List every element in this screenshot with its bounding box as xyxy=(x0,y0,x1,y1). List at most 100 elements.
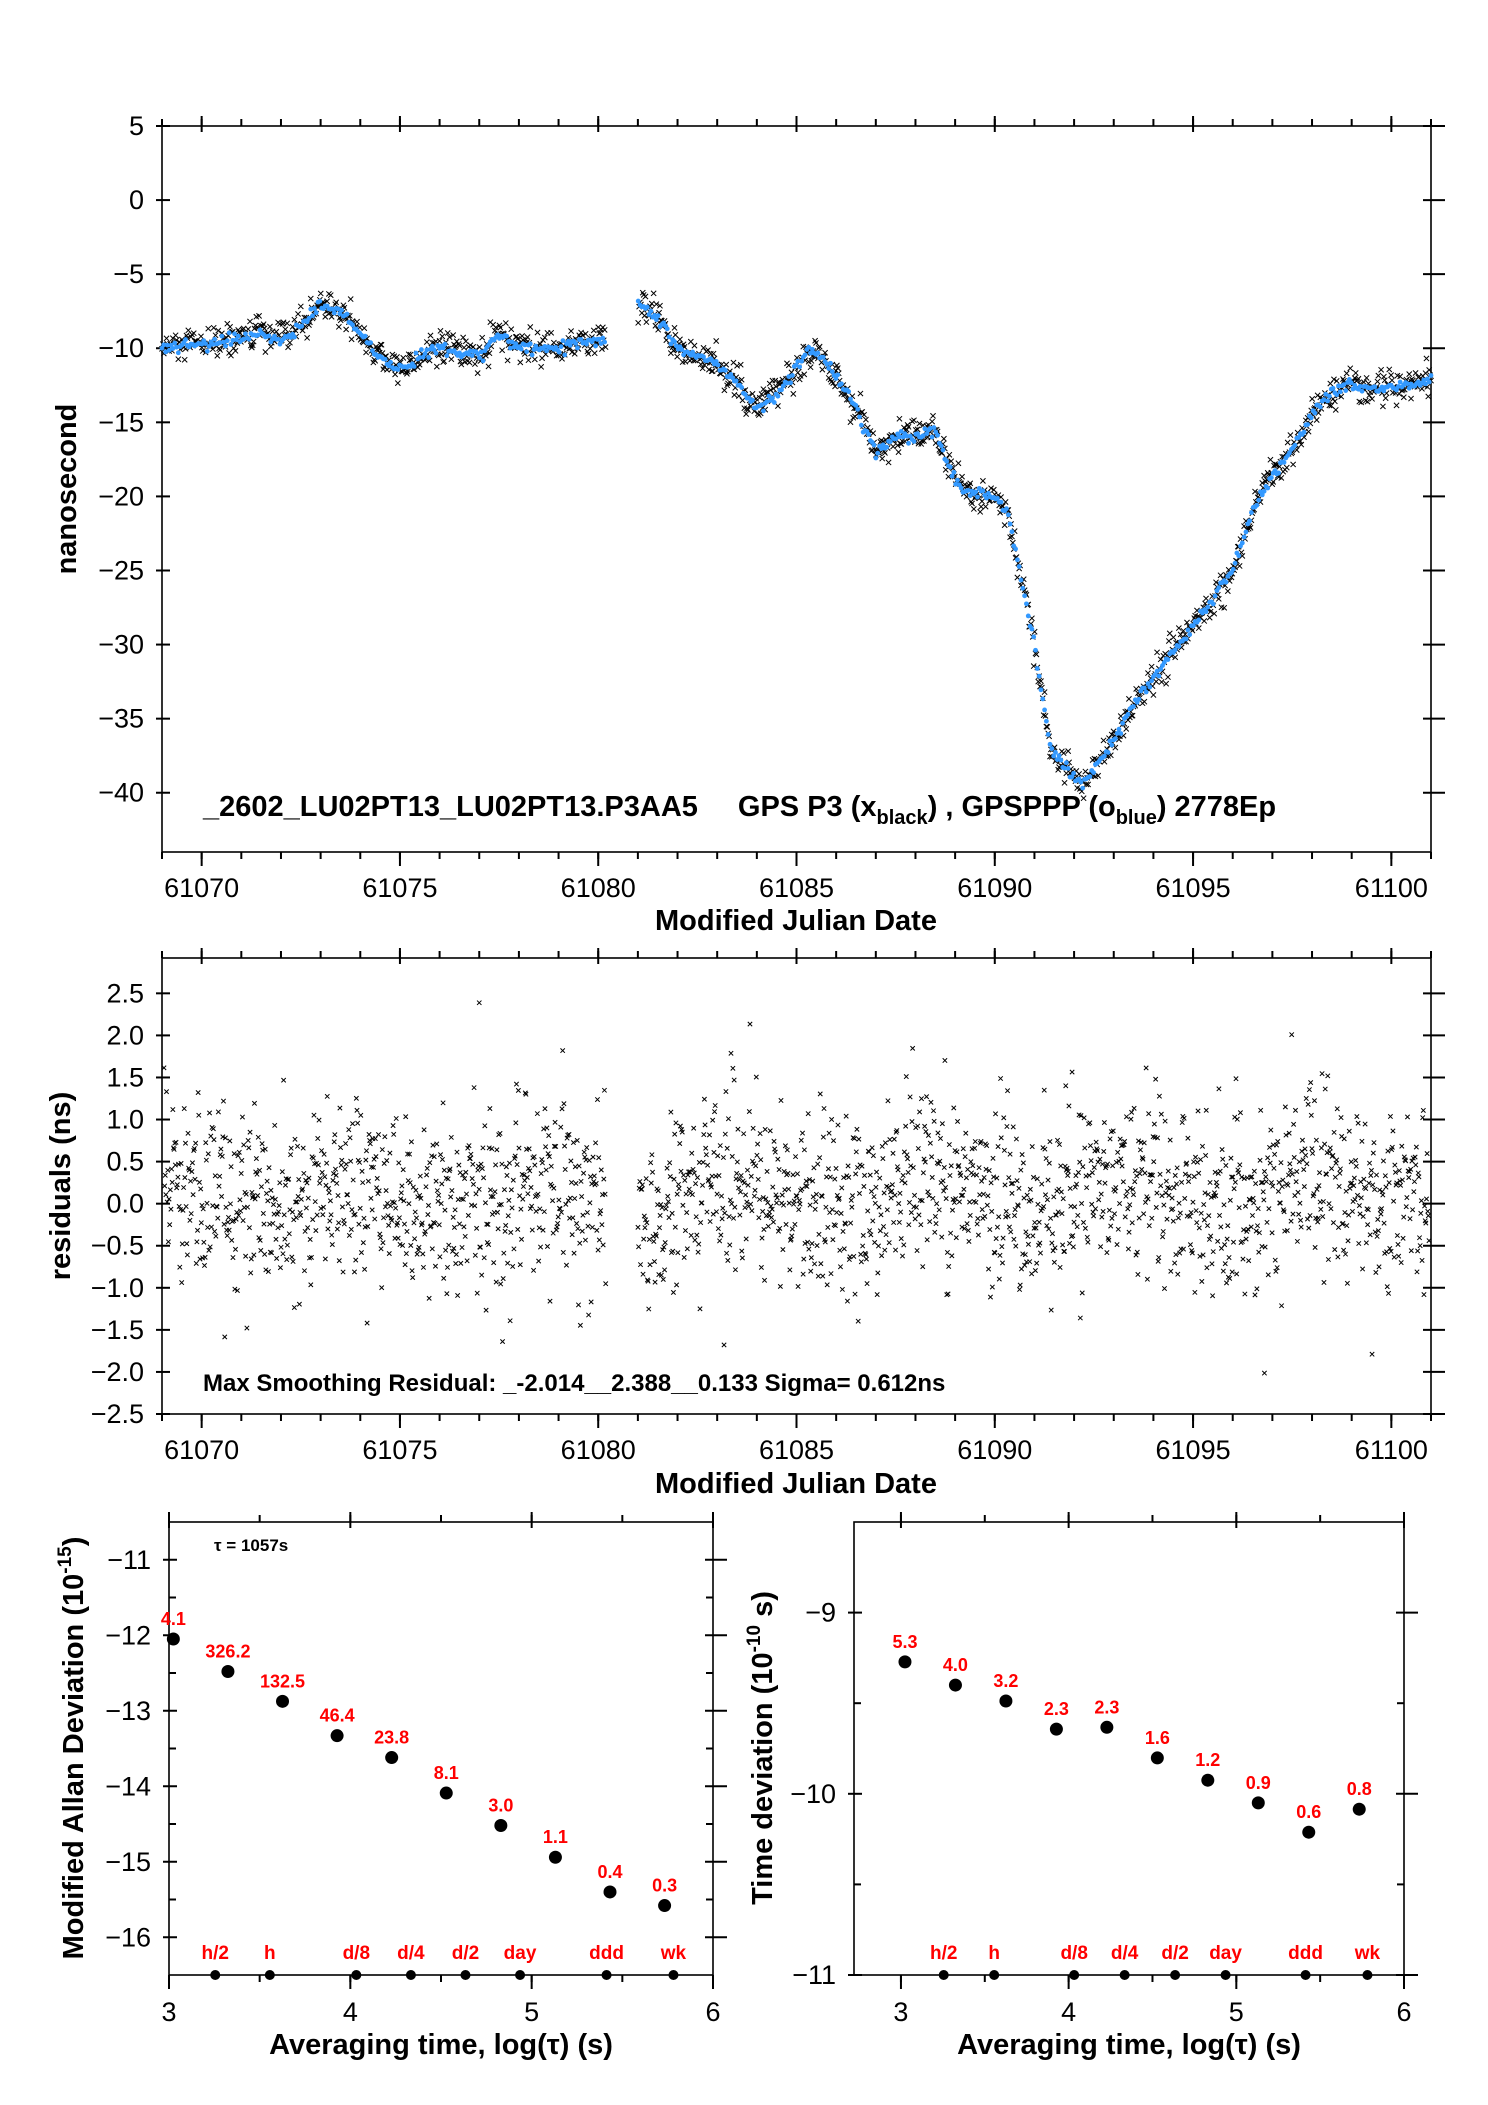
residual-point xyxy=(749,1208,755,1214)
residual-point xyxy=(253,1155,259,1162)
residual-point xyxy=(286,1231,292,1237)
residual-point xyxy=(1199,1143,1206,1149)
residual-point xyxy=(381,1215,387,1221)
residual-point xyxy=(1118,1156,1124,1162)
gpsppp-point xyxy=(1009,529,1015,535)
residual-point xyxy=(166,1196,172,1202)
residual-point xyxy=(1045,1177,1051,1183)
residual-point xyxy=(992,1250,998,1256)
gps-p3-point xyxy=(905,423,912,430)
residual-point xyxy=(367,1141,373,1147)
residual-point xyxy=(537,1244,544,1250)
residual-point xyxy=(453,1251,459,1258)
residual-point xyxy=(311,1112,317,1118)
residual-point xyxy=(304,1180,310,1186)
gpsppp-point xyxy=(1196,617,1202,623)
residual-point xyxy=(546,1132,552,1139)
residual-point xyxy=(759,1235,765,1241)
residual-point xyxy=(972,1138,978,1145)
residual-point xyxy=(357,1205,363,1211)
residual-point xyxy=(1167,1185,1173,1191)
residual-point xyxy=(171,1146,177,1152)
residual-point xyxy=(711,1109,718,1115)
residual-point xyxy=(169,1179,175,1185)
residual-point xyxy=(470,1161,476,1167)
residual-point xyxy=(872,1239,878,1245)
residual-point xyxy=(495,1226,501,1232)
residual-point xyxy=(1001,1147,1007,1153)
residual-point xyxy=(908,1209,914,1216)
residual-point xyxy=(572,1164,578,1170)
residual-point xyxy=(973,1172,980,1178)
residual-point xyxy=(291,1304,297,1311)
residual-point xyxy=(469,1175,475,1182)
residual-point xyxy=(666,1214,672,1221)
residual-point xyxy=(710,1117,716,1123)
residual-point xyxy=(1394,1180,1400,1186)
residual-point xyxy=(419,1220,425,1226)
time-series-points xyxy=(159,289,1434,802)
residual-point xyxy=(350,1121,356,1127)
residual-point xyxy=(168,1206,174,1212)
residual-point xyxy=(412,1209,418,1215)
point-label: 326.2 xyxy=(205,1641,250,1661)
residual-point xyxy=(1415,1248,1421,1254)
residual-point xyxy=(1351,1183,1357,1189)
residual-point xyxy=(1397,1182,1404,1188)
residual-point xyxy=(963,1130,969,1136)
gps-p3-point xyxy=(466,359,473,366)
point-label: 0.3 xyxy=(652,1876,677,1896)
gps-p3-point xyxy=(333,299,340,306)
residual-point xyxy=(978,1138,984,1145)
reference-marker xyxy=(210,1970,221,1980)
residual-point xyxy=(1416,1174,1422,1180)
gpsppp-point xyxy=(1154,668,1160,674)
y-label-text: Modified Allan Deviation (10 xyxy=(58,1574,90,1960)
residual-point xyxy=(1182,1195,1188,1201)
gps-p3-point xyxy=(285,344,292,351)
residual-point xyxy=(1153,1076,1159,1082)
residual-point xyxy=(1046,1160,1052,1166)
residual-point xyxy=(705,1178,711,1184)
reference-marker xyxy=(1119,1970,1130,1980)
residual-point xyxy=(1093,1139,1099,1145)
residual-point xyxy=(598,1208,604,1214)
gps-p3-point xyxy=(534,329,541,336)
residual-point xyxy=(538,1171,544,1177)
gpsppp-point xyxy=(897,434,902,440)
gpsppp-point xyxy=(1216,585,1222,591)
residual-point xyxy=(434,1188,440,1194)
gps-p3-point xyxy=(1150,692,1157,698)
residual-point xyxy=(481,1255,487,1261)
residual-point xyxy=(300,1186,306,1192)
gps-p3-point xyxy=(1180,627,1187,634)
gpsppp-point xyxy=(1241,534,1247,540)
residual-point xyxy=(303,1205,309,1211)
gps-p3-point xyxy=(1163,680,1170,687)
residual-point xyxy=(863,1256,869,1262)
residual-point xyxy=(776,1167,782,1173)
residual-point xyxy=(1185,1135,1191,1141)
gpsppp-point xyxy=(235,333,241,339)
gpsppp-point xyxy=(1305,422,1311,427)
residual-point xyxy=(1262,1244,1268,1250)
residual-point xyxy=(1348,1159,1354,1165)
residual-point xyxy=(379,1285,385,1291)
residual-point xyxy=(212,1173,218,1179)
residual-point xyxy=(1425,1213,1431,1219)
residual-point xyxy=(527,1206,533,1212)
residual-point xyxy=(275,1225,281,1231)
residual-point xyxy=(1308,1112,1314,1118)
residual-point xyxy=(373,1154,379,1160)
residual-point xyxy=(1017,1282,1023,1288)
point-label: 0.8 xyxy=(1347,1779,1372,1799)
gpsppp-point xyxy=(1049,746,1055,752)
residual-point xyxy=(577,1322,583,1328)
residual-point xyxy=(1060,1196,1066,1202)
residual-point xyxy=(985,1193,991,1199)
residual-point xyxy=(758,1157,764,1163)
residual-point xyxy=(393,1205,399,1211)
residual-point xyxy=(670,1248,676,1254)
residual-point xyxy=(644,1220,650,1226)
gps-p3-point xyxy=(504,357,511,364)
